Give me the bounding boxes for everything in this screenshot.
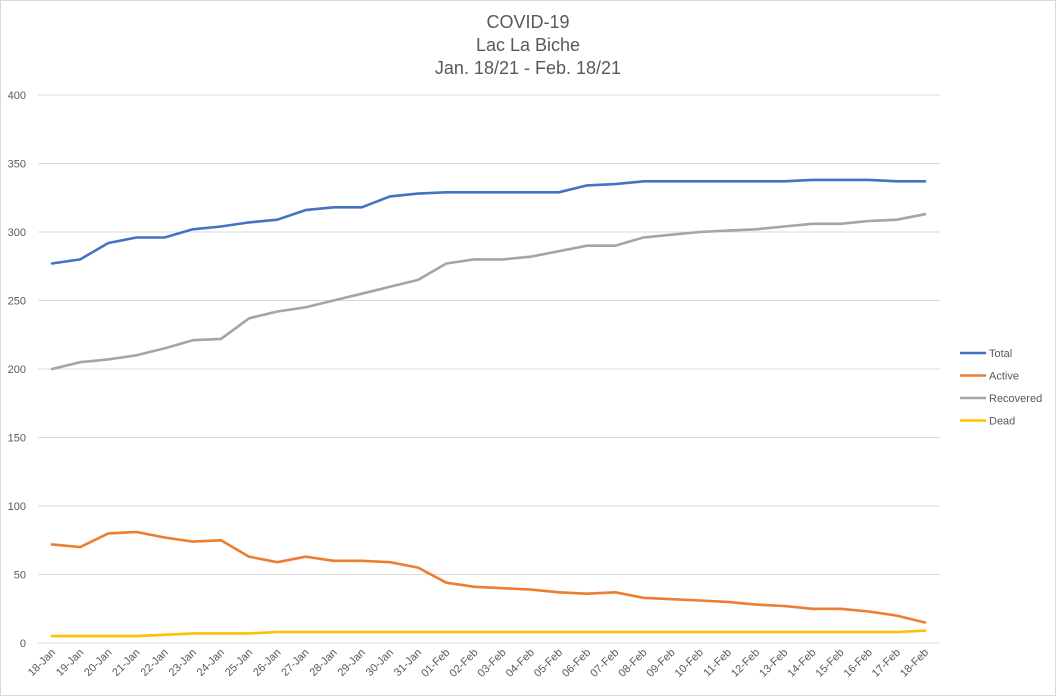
- y-tick-label: 150: [8, 433, 26, 445]
- y-tick-label: 100: [8, 501, 26, 513]
- x-tick-label: 23-Jan: [167, 647, 199, 679]
- series-line-dead: [50, 629, 927, 638]
- chart-title-line-2: Lac La Biche: [475, 35, 581, 55]
- x-tick-label: 17-Feb: [870, 647, 903, 680]
- x-tick-label: 19-Jan: [54, 647, 86, 679]
- x-tick-label: 03-Feb: [476, 647, 509, 680]
- series-line-active: [50, 530, 927, 624]
- x-tick-label: 26-Jan: [251, 647, 283, 679]
- x-tick-label: 24-Jan: [195, 647, 227, 679]
- x-tick-label: 13-Feb: [757, 647, 790, 680]
- x-tick-label: 01-Feb: [419, 647, 452, 680]
- legend-label-dead: Dead: [989, 416, 1015, 428]
- x-tick-label: 10-Feb: [673, 647, 706, 680]
- x-tick-label: 06-Feb: [560, 647, 593, 680]
- legend-label-recovered: Recovered: [989, 393, 1042, 405]
- x-tick-label: 27-Jan: [279, 647, 311, 679]
- x-tick-label: 29-Jan: [336, 647, 368, 679]
- y-tick-label: 350: [8, 159, 26, 171]
- x-tick-label: 12-Feb: [729, 647, 762, 680]
- chart-title-line-1: COVID-19: [486, 12, 570, 32]
- x-tick-label: 21-Jan: [110, 647, 142, 679]
- x-tick-label: 09-Feb: [645, 647, 678, 680]
- x-tick-label: 07-Feb: [588, 647, 621, 680]
- series-line-total: [50, 178, 927, 265]
- y-tick-label: 300: [8, 227, 26, 239]
- legend-label-total: Total: [989, 348, 1012, 360]
- y-tick-label: 400: [8, 90, 26, 102]
- y-tick-label: 200: [8, 364, 26, 376]
- chart-title-line-3: Jan. 18/21 - Feb. 18/21: [434, 58, 622, 78]
- x-tick-label: 30-Jan: [364, 647, 396, 679]
- x-tick-label: 08-Feb: [616, 647, 649, 680]
- x-tick-label: 31-Jan: [392, 647, 424, 679]
- y-tick-label: 0: [20, 638, 26, 650]
- x-tick-label: 18-Feb: [898, 647, 931, 680]
- x-tick-label: 22-Jan: [138, 647, 170, 679]
- x-tick-label: 28-Jan: [307, 647, 339, 679]
- x-tick-label: 02-Feb: [447, 647, 480, 680]
- series-line-recovered: [50, 212, 927, 371]
- x-tick-label: 04-Feb: [504, 647, 537, 680]
- legend-label-active: Active: [989, 371, 1019, 383]
- x-tick-label: 14-Feb: [785, 647, 818, 680]
- y-tick-label: 50: [14, 570, 26, 582]
- x-tick-label: 25-Jan: [223, 647, 255, 679]
- x-tick-label: 16-Feb: [842, 647, 875, 680]
- y-tick-label: 250: [8, 296, 26, 308]
- x-tick-label: 11-Feb: [701, 647, 734, 680]
- x-tick-label: 18-Jan: [26, 647, 58, 679]
- x-tick-label: 20-Jan: [82, 647, 114, 679]
- x-tick-label: 05-Feb: [532, 647, 565, 680]
- x-tick-label: 15-Feb: [814, 647, 847, 680]
